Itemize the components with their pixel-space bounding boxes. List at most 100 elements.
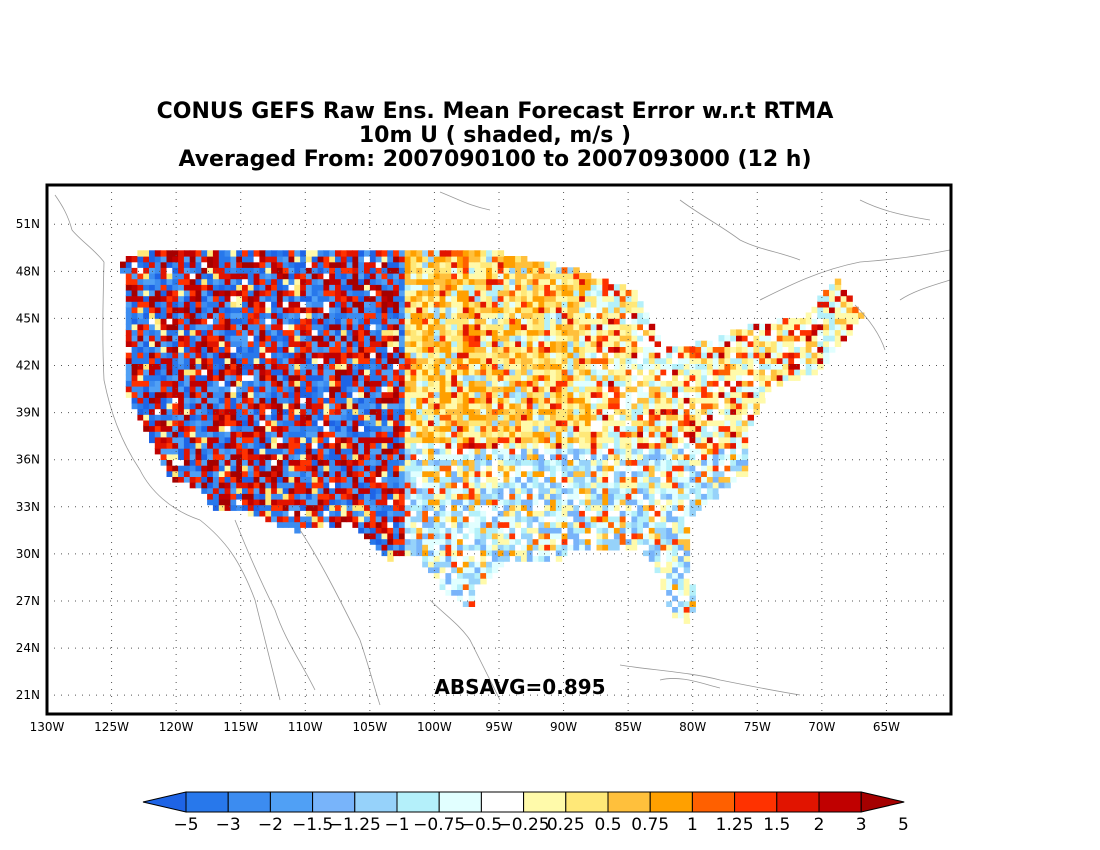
field-cell	[683, 391, 691, 398]
field-cell	[364, 408, 371, 415]
field-cell	[561, 521, 568, 528]
field-cell	[555, 414, 563, 421]
field-cell	[271, 515, 278, 523]
field-cell	[584, 521, 592, 528]
field-cell	[305, 329, 313, 336]
field-cell	[451, 453, 458, 460]
field-cell	[352, 380, 359, 387]
field-cell	[369, 289, 377, 297]
field-cell	[468, 306, 476, 314]
field-cell	[364, 487, 371, 494]
field-cell	[567, 318, 574, 325]
field-cell	[183, 397, 191, 404]
field-cell	[526, 436, 534, 444]
field-cell	[236, 453, 243, 460]
field-cell	[643, 374, 650, 381]
field-cell	[195, 352, 202, 359]
field-cell	[207, 414, 214, 421]
field-cell	[375, 323, 383, 331]
field-cell	[573, 465, 580, 472]
field-cell	[584, 374, 592, 381]
field-cell	[218, 329, 226, 336]
field-cell	[555, 425, 563, 432]
field-cell	[544, 431, 551, 438]
field-cell	[648, 538, 656, 545]
field-cell	[567, 487, 574, 494]
field-cell	[329, 397, 336, 404]
field-cell	[428, 374, 435, 381]
field-cell	[300, 306, 307, 314]
field-cell	[242, 448, 249, 455]
field-cell	[631, 527, 638, 534]
field-cell	[619, 385, 627, 393]
field-cell	[515, 555, 522, 562]
field-cell	[474, 459, 481, 466]
field-cell	[451, 470, 458, 477]
field-cell	[521, 442, 528, 449]
field-cell	[422, 329, 429, 336]
field-cell	[154, 402, 162, 410]
field-cell	[201, 295, 208, 302]
field-cell	[474, 363, 481, 370]
field-cell	[602, 521, 609, 528]
field-cell	[532, 498, 539, 506]
field-cell	[160, 391, 167, 398]
field-cell	[672, 352, 679, 359]
field-cell	[154, 391, 162, 398]
field-cell	[474, 369, 481, 376]
field-cell	[154, 374, 162, 381]
field-cell	[695, 498, 702, 506]
field-cell	[346, 402, 353, 410]
field-cell	[503, 284, 510, 291]
field-cell	[683, 612, 691, 619]
field-cell	[637, 436, 644, 444]
field-cell	[445, 301, 452, 308]
field-cell	[660, 442, 667, 449]
field-cell	[602, 510, 609, 517]
field-cell	[602, 470, 609, 477]
field-cell	[224, 470, 231, 477]
field-cell	[637, 538, 644, 545]
field-cell	[724, 340, 731, 347]
field-cell	[660, 532, 667, 540]
field-cell	[201, 470, 208, 477]
field-cell	[189, 329, 197, 336]
field-cell	[166, 318, 173, 325]
field-cell	[654, 419, 661, 427]
field-cell	[410, 369, 417, 376]
field-cell	[143, 363, 150, 370]
field-cell	[160, 306, 167, 314]
field-cell	[375, 363, 383, 370]
field-cell	[439, 272, 446, 280]
field-cell	[439, 335, 446, 342]
field-cell	[648, 515, 656, 523]
field-cell	[544, 544, 551, 551]
field-cell	[526, 431, 534, 438]
field-cell	[677, 617, 685, 624]
field-cell	[410, 521, 417, 528]
field-cell	[410, 431, 417, 438]
field-cell	[526, 284, 534, 291]
field-cell	[137, 408, 144, 415]
field-cell	[521, 453, 528, 460]
field-cell	[398, 329, 406, 336]
field-cell	[259, 278, 266, 285]
field-cell	[619, 312, 627, 319]
field-cell	[526, 527, 534, 534]
field-cell	[497, 312, 505, 319]
field-cell	[288, 289, 295, 297]
field-cell	[218, 369, 226, 376]
field-cell	[701, 374, 708, 381]
field-cell	[393, 272, 400, 280]
field-cell	[619, 295, 627, 302]
field-cell	[381, 510, 388, 517]
field-cell	[230, 419, 237, 427]
field-cell	[189, 318, 197, 325]
field-cell	[561, 414, 568, 421]
field-cell	[602, 408, 609, 415]
field-cell	[125, 272, 133, 280]
field-cell	[538, 487, 545, 494]
field-cell	[369, 391, 377, 398]
field-cell	[352, 504, 359, 511]
field-cell	[242, 295, 249, 302]
